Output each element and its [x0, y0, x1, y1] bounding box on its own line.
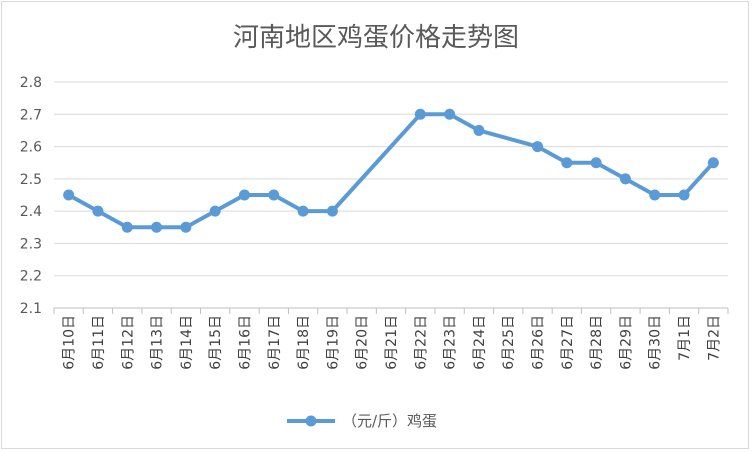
data-point — [649, 189, 661, 201]
x-tick-label: 6月26日 — [531, 315, 547, 370]
data-point — [473, 124, 485, 136]
data-point — [297, 205, 309, 217]
x-tick-label: 6月20日 — [355, 315, 371, 370]
data-point — [444, 108, 456, 120]
x-tick-label: 6月10日 — [62, 315, 78, 370]
x-tick-label: 6月11日 — [91, 315, 107, 370]
legend-marker — [305, 415, 317, 427]
data-point — [561, 157, 573, 169]
x-axis-ticks: 6月10日 6月11日 6月12日 6月13日 6月14日 6月15日 6月16日 6月17日… — [62, 315, 723, 370]
data-point — [707, 157, 719, 169]
x-tick-label: 6月24日 — [472, 315, 488, 370]
x-tick-label: 6月29日 — [618, 315, 634, 370]
x-tick-label: 6月14日 — [179, 315, 195, 370]
x-tick-label: 6月19日 — [325, 315, 341, 370]
data-point — [619, 173, 631, 185]
x-tick-label: 7月1日 — [677, 315, 693, 361]
x-tick-label: 6月17日 — [267, 315, 283, 370]
x-tick-label: 6月28日 — [589, 315, 605, 370]
data-point — [121, 221, 133, 233]
y-tick-label: 2.8 — [20, 75, 42, 91]
y-axis-ticks: 2.1 2.2 2.3 2.4 2.5 2.6 2.7 2.8 — [20, 75, 42, 317]
x-tick-label: 7月2日 — [706, 315, 722, 361]
x-tick-label: 6月22日 — [413, 315, 429, 370]
data-point — [151, 221, 163, 233]
x-tick-label: 6月23日 — [443, 315, 459, 370]
x-tick-label: 6月30日 — [648, 315, 664, 370]
data-point — [268, 189, 280, 201]
data-point — [180, 221, 192, 233]
x-tick-label: 6月15日 — [208, 315, 224, 370]
legend-label: （元/斤）鸡蛋 — [342, 412, 437, 430]
x-tick-label: 6月21日 — [384, 315, 400, 370]
data-point — [92, 205, 104, 217]
y-tick-label: 2.6 — [20, 140, 42, 156]
data-point — [590, 157, 602, 169]
data-point — [414, 108, 426, 120]
y-tick-label: 2.5 — [20, 172, 42, 188]
y-tick-label: 2.7 — [20, 107, 42, 123]
x-tick-label: 6月25日 — [501, 315, 517, 370]
series-line — [66, 112, 716, 230]
data-point — [326, 205, 338, 217]
x-tick-label: 6月16日 — [237, 315, 253, 370]
data-point — [238, 189, 250, 201]
y-tick-label: 2.2 — [20, 269, 42, 285]
data-point — [532, 141, 544, 153]
data-point — [209, 205, 221, 217]
x-tick-label: 6月13日 — [150, 315, 166, 370]
data-point — [678, 189, 690, 201]
y-tick-label: 2.3 — [20, 236, 42, 252]
data-point — [63, 189, 75, 201]
x-tick-label: 6月18日 — [296, 315, 312, 370]
series-layer — [63, 108, 719, 233]
x-axis — [53, 307, 729, 314]
x-tick-label: 6月27日 — [560, 315, 576, 370]
legend: （元/斤）鸡蛋 — [287, 412, 437, 430]
y-tick-label: 2.1 — [20, 301, 42, 317]
chart-title: 河南地区鸡蛋价格走势图 — [233, 23, 519, 53]
y-tick-label: 2.4 — [20, 204, 42, 220]
x-tick-label: 6月12日 — [120, 315, 136, 370]
